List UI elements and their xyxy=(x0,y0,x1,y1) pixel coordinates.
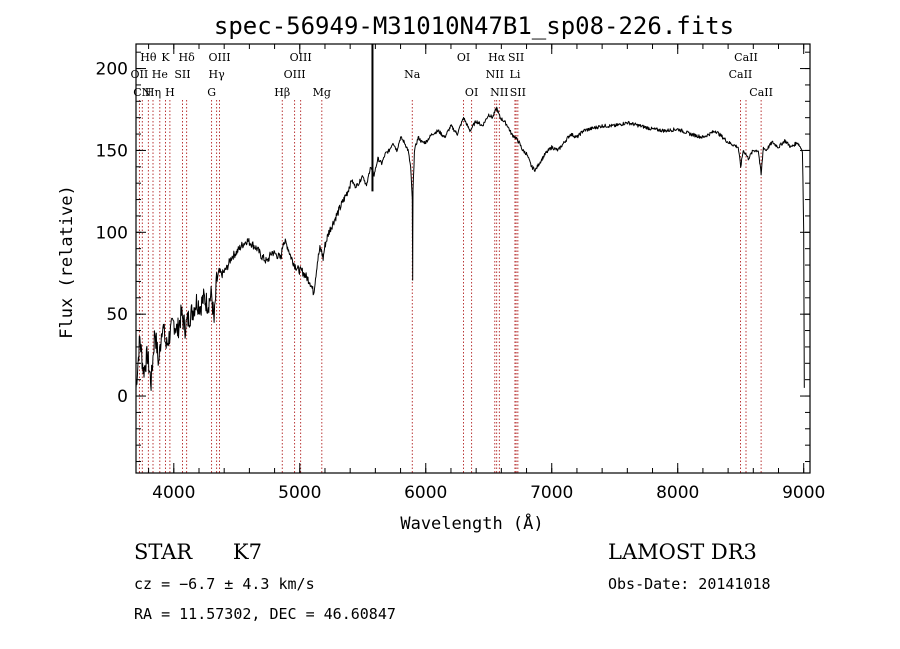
spectral-line-label: G xyxy=(207,86,216,99)
y-tick-label: 200 xyxy=(96,60,128,80)
spectral-line-label: Hγ xyxy=(209,68,226,81)
spectral-line-label: K xyxy=(161,51,170,64)
spectral-line-label: CaII xyxy=(734,51,758,64)
spectral-line-label: CaII xyxy=(729,68,753,81)
spectral-line-label: OIII xyxy=(208,51,230,64)
x-axis-label: Wavelength (Å) xyxy=(400,512,543,534)
spectral-line-label: OI xyxy=(465,86,478,99)
spectral-line-label: OI xyxy=(457,51,470,64)
survey-label: LAMOST DR3 xyxy=(608,540,757,564)
axis-ticks: 4000 5000 6000 7000 8000 9000 0 50 100 150 200 xyxy=(96,44,825,503)
spectrum-line xyxy=(135,106,805,391)
x-tick-label: 5000 xyxy=(278,483,321,503)
spectral-line-label: CaII xyxy=(749,86,773,99)
y-tick-label: 0 xyxy=(117,387,128,407)
spectral-line-label: OIII xyxy=(284,68,306,81)
spectral-line-label: SII xyxy=(508,51,524,64)
redshift-text: cz = −6.7 ± 4.3 km/s xyxy=(134,575,315,593)
object-subclass: K7 xyxy=(232,540,262,564)
spectral-line-label: Na xyxy=(404,68,421,81)
x-tick-label: 8000 xyxy=(656,483,699,503)
plot-frame xyxy=(135,43,811,474)
spectral-line-label: NII xyxy=(486,68,504,81)
spectral-line-label: Hα xyxy=(488,51,506,64)
y-tick-label: 50 xyxy=(106,305,128,325)
spectral-line-label: H xyxy=(165,86,175,99)
y-tick-label: 150 xyxy=(96,141,128,161)
spectral-line-label: Hβ xyxy=(274,86,290,99)
spectral-line-label: Hη xyxy=(145,86,161,99)
x-tick-label: 6000 xyxy=(404,483,447,503)
spectral-line-label: SII xyxy=(174,68,190,81)
spectral-line-label: Hδ xyxy=(179,51,196,64)
spectrum-layer xyxy=(135,106,805,391)
spectral-line-label: Mg xyxy=(313,86,331,99)
spectral-line-label: OII xyxy=(131,68,149,81)
spectral-line-layer: Hθ OII CN K He Hη Hδ SII H OIII Hγ G OIII OIII Hβ Mg Na O… xyxy=(131,44,773,473)
x-tick-label: 7000 xyxy=(530,483,573,503)
chart-title: spec-56949-M31010N47B1_sp08-226.fits xyxy=(214,12,734,40)
object-class: STAR xyxy=(134,540,193,564)
spectral-line-label: CN xyxy=(133,86,151,99)
spectral-line-label: NII xyxy=(490,86,508,99)
x-tick-label: 9000 xyxy=(782,483,825,503)
spectral-line-label: He xyxy=(152,68,168,81)
coordinates-text: RA = 11.57302, DEC = 46.60847 xyxy=(134,605,396,623)
obs-date-text: Obs-Date: 20141018 xyxy=(608,575,771,593)
x-tick-label: 4000 xyxy=(152,483,195,503)
spectral-line-label: SII xyxy=(510,86,526,99)
spectral-line-label: Hθ xyxy=(140,51,157,64)
spectral-line-label: Li xyxy=(510,68,521,81)
y-axis-label: Flux (relative) xyxy=(57,185,77,339)
y-tick-label: 100 xyxy=(96,223,128,243)
spectral-line-label: OIII xyxy=(290,51,312,64)
